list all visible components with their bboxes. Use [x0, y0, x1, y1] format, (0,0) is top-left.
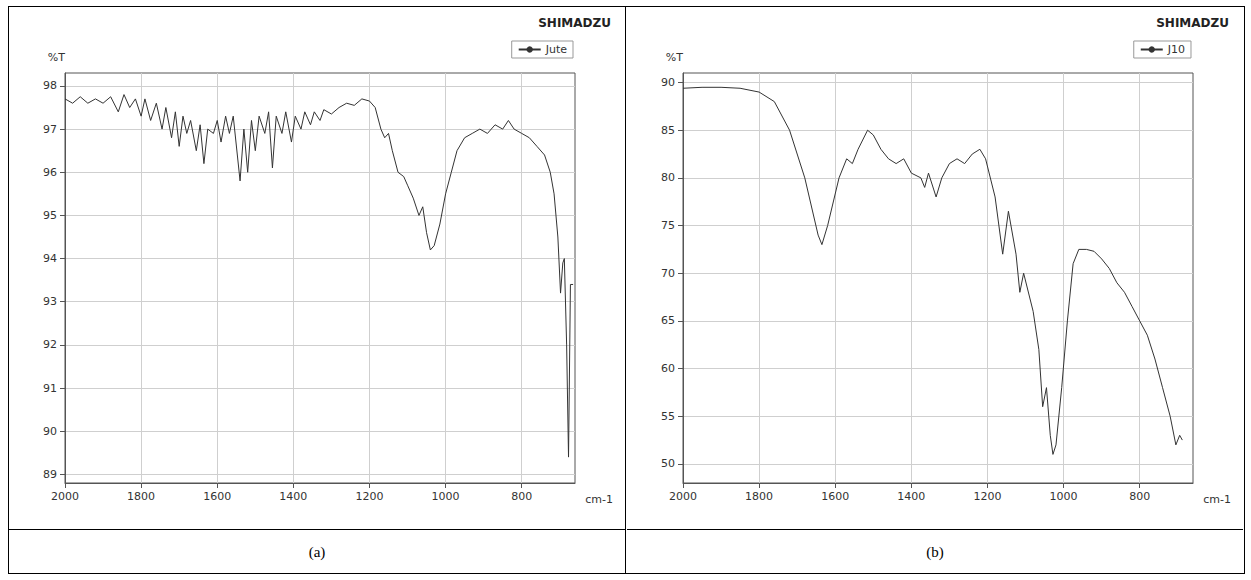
- svg-text:1600: 1600: [821, 490, 849, 503]
- svg-text:75: 75: [661, 219, 675, 232]
- svg-text:55: 55: [661, 410, 675, 423]
- svg-text:94: 94: [43, 252, 57, 265]
- svg-text:1800: 1800: [127, 490, 155, 503]
- svg-text:1600: 1600: [203, 490, 231, 503]
- svg-text:85: 85: [661, 124, 675, 137]
- svg-text:1200: 1200: [355, 490, 383, 503]
- svg-text:SHIMADZU: SHIMADZU: [1156, 16, 1229, 30]
- svg-text:Jute: Jute: [545, 43, 568, 56]
- svg-text:1000: 1000: [432, 490, 460, 503]
- svg-text:1800: 1800: [745, 490, 773, 503]
- svg-text:50: 50: [661, 457, 675, 470]
- svg-text:1400: 1400: [897, 490, 925, 503]
- svg-text:1200: 1200: [973, 490, 1001, 503]
- svg-text:2000: 2000: [669, 490, 697, 503]
- svg-text:J10: J10: [1167, 43, 1185, 56]
- svg-text:800: 800: [1129, 490, 1150, 503]
- svg-text:%T: %T: [48, 51, 65, 64]
- svg-text:800: 800: [511, 490, 532, 503]
- svg-text:93: 93: [43, 295, 57, 308]
- svg-text:92: 92: [43, 338, 57, 351]
- svg-text:90: 90: [43, 425, 57, 438]
- svg-text:80: 80: [661, 171, 675, 184]
- html-text:(b): (b): [926, 544, 944, 560]
- svg-text:65: 65: [661, 314, 675, 327]
- svg-text:95: 95: [43, 209, 57, 222]
- svg-text:70: 70: [661, 267, 675, 280]
- svg-text:96: 96: [43, 166, 57, 179]
- svg-text:60: 60: [661, 362, 675, 375]
- svg-text:98: 98: [43, 79, 57, 92]
- svg-text:2000: 2000: [51, 490, 79, 503]
- svg-text:1400: 1400: [279, 490, 307, 503]
- svg-text:SHIMADZU: SHIMADZU: [538, 16, 611, 30]
- svg-text:cm-1: cm-1: [585, 493, 613, 506]
- svg-text:89: 89: [43, 468, 57, 481]
- svg-text:cm-1: cm-1: [1203, 493, 1231, 506]
- html-text:(a): (a): [308, 544, 326, 560]
- svg-text:1000: 1000: [1050, 490, 1078, 503]
- svg-text:90: 90: [661, 76, 675, 89]
- svg-text:91: 91: [43, 382, 57, 395]
- svg-text:%T: %T: [666, 51, 683, 64]
- svg-text:97: 97: [43, 123, 57, 136]
